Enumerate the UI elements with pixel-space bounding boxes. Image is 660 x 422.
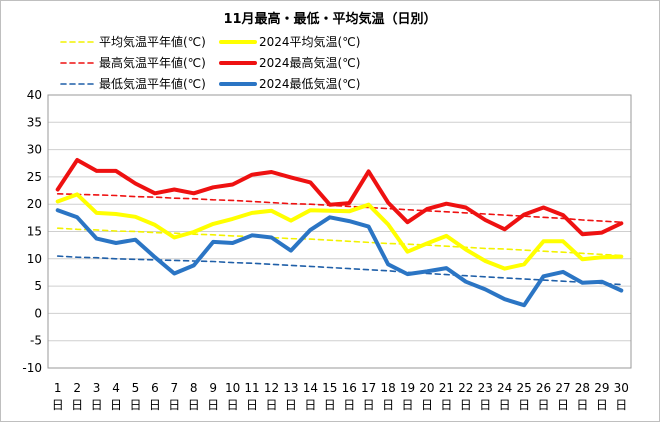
x-tick-unit: 日: [576, 398, 588, 412]
x-tick-unit: 日: [460, 398, 472, 412]
x-tick-label: 10: [225, 381, 240, 395]
legend-label-0: 平均気温平年値(℃): [99, 34, 206, 49]
plot-area-border: [47, 94, 632, 369]
x-tick-unit: 日: [421, 398, 433, 412]
x-tick-label: 28: [575, 381, 590, 395]
x-tick-label: 20: [419, 381, 434, 395]
series-line-0: [56, 227, 623, 257]
x-tick-label: 19: [400, 381, 415, 395]
y-tick-label: 40: [27, 88, 42, 102]
x-tick-label: 23: [478, 381, 493, 395]
x-tick-label: 17: [361, 381, 376, 395]
x-tick-label: 15: [322, 381, 337, 395]
y-tick-label: 5: [34, 279, 42, 293]
legend-label-4: 最低気温平年値(℃): [99, 76, 206, 91]
legend-label-3: 2024最高気温(℃): [259, 55, 360, 70]
x-tick-label: 4: [112, 381, 120, 395]
x-tick-label: 9: [209, 381, 217, 395]
x-tick-label: 18: [380, 381, 395, 395]
series-line-5: [55, 208, 624, 308]
series-line-1: [55, 192, 624, 271]
y-tick-label: 25: [27, 170, 42, 184]
x-tick-label: 3: [93, 381, 101, 395]
y-tick-label: -5: [30, 334, 42, 348]
x-axis: 1日2日3日4日5日6日7日8日9日10日11日12日13日14日15日16日1…: [52, 381, 629, 412]
x-tick-unit: 日: [363, 398, 375, 412]
legend-label-2: 最高気温平年値(℃): [99, 55, 206, 70]
x-tick-label: 29: [594, 381, 609, 395]
x-tick-label: 16: [342, 381, 357, 395]
x-tick-unit: 日: [440, 398, 452, 412]
y-tick-label: 20: [27, 197, 42, 211]
x-tick-label: 2: [73, 381, 81, 395]
plot-series: [55, 158, 624, 308]
grid-lines: [47, 94, 632, 369]
x-tick-unit: 日: [596, 398, 608, 412]
x-tick-unit: 日: [52, 398, 64, 412]
x-tick-label: 8: [190, 381, 198, 395]
x-tick-label: 22: [458, 381, 473, 395]
x-tick-unit: 日: [382, 398, 394, 412]
x-tick-unit: 日: [499, 398, 511, 412]
x-tick-label: 12: [264, 381, 279, 395]
x-tick-label: 13: [283, 381, 298, 395]
x-tick-label: 26: [536, 381, 551, 395]
x-tick-unit: 日: [518, 398, 530, 412]
y-tick-label: 15: [27, 225, 42, 239]
x-tick-unit: 日: [149, 398, 161, 412]
x-tick-unit: 日: [615, 398, 627, 412]
x-tick-unit: 日: [227, 398, 239, 412]
x-tick-unit: 日: [71, 398, 83, 412]
y-tick-label: 35: [27, 115, 42, 129]
x-tick-label: 7: [170, 381, 178, 395]
y-tick-label: 10: [27, 252, 42, 266]
x-tick-label: 11: [244, 381, 259, 395]
x-tick-label: 14: [303, 381, 318, 395]
x-tick-label: 25: [516, 381, 531, 395]
x-tick-label: 30: [614, 381, 629, 395]
x-tick-unit: 日: [91, 398, 103, 412]
x-tick-unit: 日: [188, 398, 200, 412]
x-tick-unit: 日: [557, 398, 569, 412]
x-tick-label: 5: [132, 381, 140, 395]
x-tick-unit: 日: [246, 398, 258, 412]
x-tick-unit: 日: [129, 398, 141, 412]
chart-title: 11月最高・最低・平均気温（日別）: [223, 11, 436, 27]
legend-label-5: 2024最低気温(℃): [259, 76, 360, 91]
x-tick-unit: 日: [324, 398, 336, 412]
y-tick-label: 0: [34, 306, 42, 320]
x-tick-unit: 日: [304, 398, 316, 412]
x-tick-label: 6: [151, 381, 159, 395]
x-tick-unit: 日: [343, 398, 355, 412]
x-tick-label: 21: [439, 381, 454, 395]
legend: 平均気温平年値(℃) 2024平均気温(℃) 最高気温平年値(℃) 2024最高気温(…: [60, 34, 360, 91]
series-line-4: [56, 255, 623, 286]
x-tick-unit: 日: [479, 398, 491, 412]
x-tick-label: 27: [555, 381, 570, 395]
y-axis: -10 -5 0 5 10 15 20 25 30 35 40: [22, 88, 42, 375]
x-tick-unit: 日: [265, 398, 277, 412]
x-tick-unit: 日: [538, 398, 550, 412]
x-tick-label: 24: [497, 381, 512, 395]
y-tick-label: -10: [22, 361, 42, 375]
x-tick-unit: 日: [168, 398, 180, 412]
y-tick-label: 30: [27, 143, 42, 157]
x-tick-unit: 日: [207, 398, 219, 412]
x-tick-label: 1: [54, 381, 62, 395]
series-line-3: [55, 158, 624, 237]
x-tick-unit: 日: [110, 398, 122, 412]
legend-label-1: 2024平均気温(℃): [259, 34, 360, 49]
x-tick-unit: 日: [402, 398, 414, 412]
x-tick-unit: 日: [285, 398, 297, 412]
